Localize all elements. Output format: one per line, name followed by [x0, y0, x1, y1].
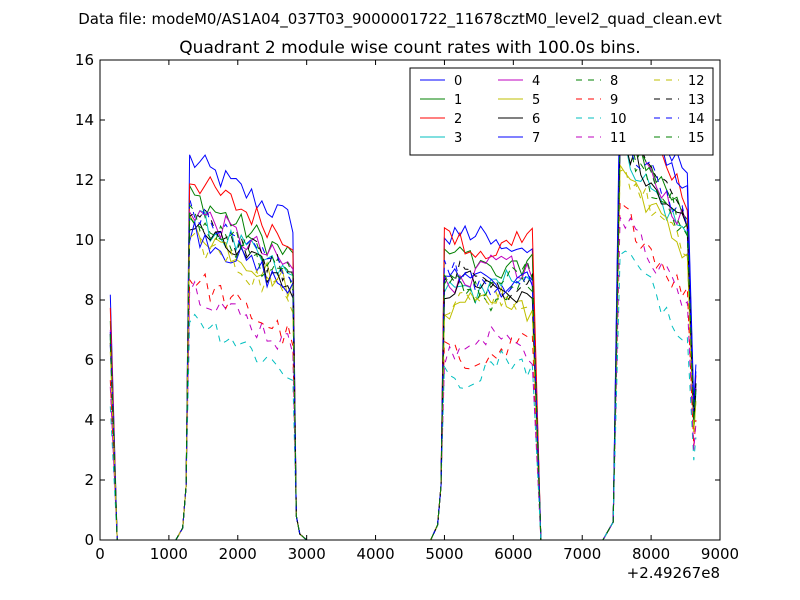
y-tick-label: 2	[84, 471, 94, 489]
y-tick-label: 12	[75, 171, 94, 189]
x-tick-label: 1000	[150, 545, 188, 563]
x-tick-label: 7000	[563, 545, 601, 563]
x-tick-label: 3000	[288, 545, 326, 563]
legend-label-11: 11	[610, 131, 627, 146]
x-tick-label: 6000	[494, 545, 532, 563]
legend-label-2: 2	[454, 112, 462, 127]
series-line-12	[109, 168, 697, 540]
y-tick-label: 8	[84, 291, 94, 309]
y-tick-label: 4	[84, 411, 94, 429]
legend-label-0: 0	[454, 74, 462, 89]
series-line-6	[109, 131, 697, 540]
x-tick-label: 8000	[632, 545, 670, 563]
legend-label-15: 15	[688, 131, 705, 146]
series-line-8	[109, 138, 697, 540]
x-offset-label: +2.49267e8	[627, 564, 720, 582]
legend-label-12: 12	[688, 74, 705, 89]
y-tick-label: 6	[84, 351, 94, 369]
legend-label-6: 6	[532, 112, 540, 127]
x-tick-label: 5000	[425, 545, 463, 563]
legend-label-7: 7	[532, 131, 540, 146]
x-tick-label: 9000	[701, 545, 739, 563]
x-tick-label: 0	[95, 545, 105, 563]
y-tick-label: 10	[75, 231, 94, 249]
legend-label-5: 5	[532, 93, 540, 108]
series-line-3	[109, 142, 697, 540]
x-tick-label: 2000	[219, 545, 257, 563]
y-tick-label: 16	[75, 51, 94, 69]
x-tick-label: 4000	[356, 545, 394, 563]
chart-suptitle: Data file: modeM0/AS1A04_037T03_90000017…	[78, 10, 722, 29]
legend-label-8: 8	[610, 74, 618, 89]
y-tick-label: 0	[84, 531, 94, 549]
y-tick-label: 14	[75, 111, 94, 129]
series-line-11	[109, 216, 697, 540]
legend-label-4: 4	[532, 74, 540, 89]
series-line-5	[109, 163, 697, 540]
series-line-14	[109, 131, 697, 540]
legend-label-1: 1	[454, 93, 462, 108]
axis-layer: 0 1000 2000 3000 4000 5000 6000 7000 8000 9000 0 2 4…	[75, 51, 739, 563]
series-line-10	[109, 250, 697, 540]
legend-label-14: 14	[688, 112, 705, 127]
legend-label-10: 10	[610, 112, 627, 127]
chart-title: Quadrant 2 module wise count rates with …	[179, 38, 640, 58]
legend-label-3: 3	[454, 131, 462, 146]
legend-box	[409, 67, 714, 156]
legend-label-13: 13	[688, 93, 705, 108]
legend-label-9: 9	[610, 93, 618, 108]
